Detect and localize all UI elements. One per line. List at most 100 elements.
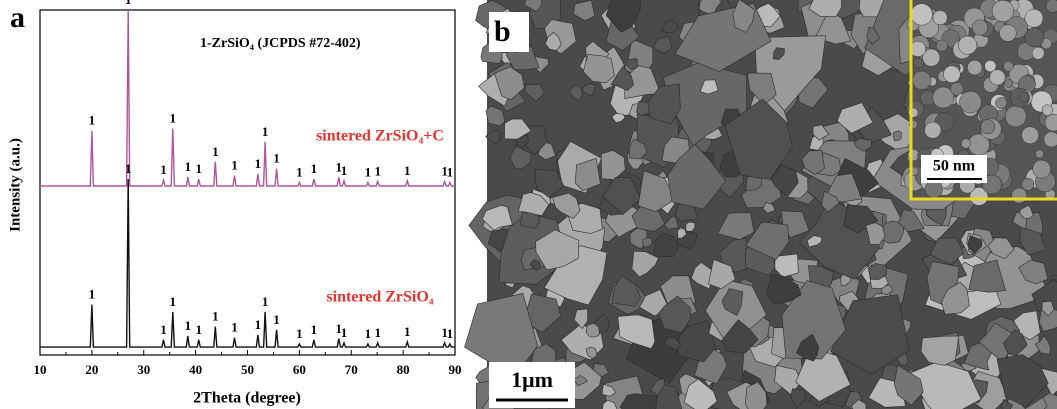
grain <box>509 145 532 169</box>
x-tick-label: 80 <box>397 362 410 377</box>
inset-grain <box>1032 159 1051 179</box>
grain <box>677 227 687 239</box>
peak-label: 1 <box>89 113 96 128</box>
inset-grain <box>1011 187 1028 204</box>
peak-label: 1 <box>160 322 167 337</box>
series-label: sintered ZrSiO₄ <box>326 289 433 306</box>
grain <box>795 347 851 402</box>
peak-label: 1 <box>341 325 348 340</box>
inset-grain <box>960 138 972 149</box>
peak-label: 1 <box>336 321 343 336</box>
peak-label: 1 <box>447 326 454 341</box>
grain <box>658 295 692 334</box>
inset-grain <box>999 24 1017 42</box>
grain <box>683 378 718 409</box>
grain <box>523 0 543 13</box>
peak-label: 1 <box>125 0 132 7</box>
x-tick-label: 10 <box>34 362 47 377</box>
panel-label: b <box>494 15 511 48</box>
grain <box>534 168 565 199</box>
panel-b-bg <box>489 12 529 52</box>
peak-label: 1 <box>255 156 262 171</box>
grain <box>1019 204 1034 219</box>
grain <box>523 293 561 333</box>
inset-grain <box>912 70 932 90</box>
peak-label: 1 <box>365 326 372 341</box>
inset-grain <box>971 19 988 36</box>
inset-grain <box>969 187 989 206</box>
grain <box>572 0 596 22</box>
peak-label: 1 <box>262 124 269 139</box>
grain <box>481 204 513 231</box>
grain <box>544 32 562 51</box>
grain <box>641 237 653 248</box>
grain <box>796 333 819 362</box>
grain <box>690 262 713 290</box>
inset-grain <box>980 119 996 135</box>
grain <box>663 337 682 351</box>
grain <box>771 164 799 198</box>
inset-grain <box>1021 178 1035 191</box>
grain <box>881 284 894 296</box>
peak-label: 1 <box>374 163 381 178</box>
inset-grain <box>1024 8 1044 28</box>
grain <box>494 66 525 101</box>
grain <box>806 235 823 248</box>
grain <box>1019 226 1047 256</box>
peak-label: 1 <box>185 318 192 333</box>
x-tick-label: 20 <box>85 362 98 377</box>
grain <box>629 226 648 250</box>
grain <box>732 0 756 33</box>
inset-grain <box>935 39 948 52</box>
annotation: 1-ZrSiO₄ (JCPDS #72-402) <box>200 36 361 51</box>
grain <box>485 105 506 127</box>
inset-grain <box>922 48 941 67</box>
scale-text: 1μm <box>511 367 553 392</box>
peak-label: 1 <box>170 111 177 126</box>
peak-label: 1 <box>341 163 348 178</box>
grain <box>611 275 641 307</box>
peak-label: 1 <box>160 162 167 177</box>
peak-label: 1 <box>441 163 448 178</box>
grain <box>699 79 719 95</box>
grain <box>812 124 830 141</box>
grain <box>808 0 842 18</box>
inset-grain <box>932 10 948 26</box>
grain <box>585 322 601 338</box>
inset-scale-text: 50 nm <box>933 158 976 175</box>
inset-grain <box>966 59 983 76</box>
grain <box>653 232 680 258</box>
peak-label: 1 <box>365 164 372 179</box>
grain <box>920 335 960 366</box>
inset-grain <box>943 65 961 83</box>
peak-label: 1 <box>231 158 238 173</box>
inset-grain <box>1024 27 1045 48</box>
peak-label: 1 <box>273 312 280 327</box>
inset-grain <box>958 35 978 55</box>
grain <box>504 118 532 140</box>
grain <box>667 144 726 210</box>
xrd-line <box>40 178 455 348</box>
grain <box>517 192 550 217</box>
inset-grain <box>959 90 982 114</box>
x-tick-label: 40 <box>189 362 202 377</box>
inset-grain <box>1035 149 1044 159</box>
grain <box>605 0 642 33</box>
grain <box>867 263 887 280</box>
grain <box>582 54 615 84</box>
grain <box>647 83 681 125</box>
grain <box>866 26 881 45</box>
inset-grain <box>995 97 1008 110</box>
grain <box>631 202 666 232</box>
inset-grain <box>1021 126 1040 145</box>
grain <box>543 245 608 306</box>
inset-grain <box>1045 0 1057 13</box>
grain <box>892 130 902 142</box>
panel-label: a <box>10 1 25 34</box>
grain <box>745 221 790 260</box>
grain <box>1041 300 1055 317</box>
grain <box>781 280 847 360</box>
grain <box>524 83 545 102</box>
grain <box>766 274 802 305</box>
